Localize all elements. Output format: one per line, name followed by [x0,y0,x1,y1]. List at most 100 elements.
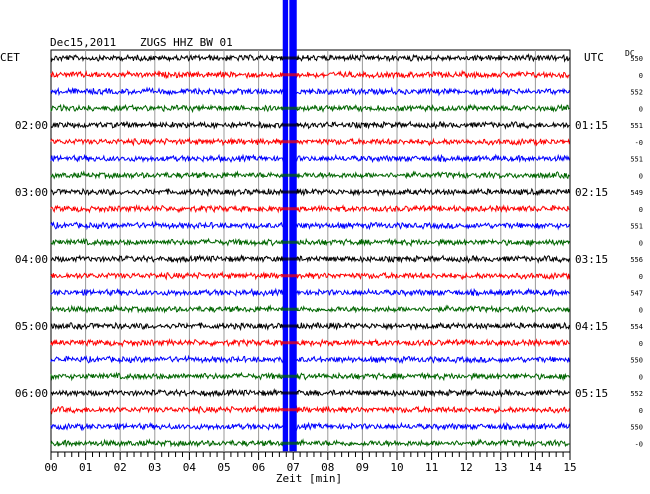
event-overlap-row-13 [280,257,299,261]
trace-row-1 [50,53,570,63]
x-tick-label: 14 [529,461,543,474]
left-hour-label: 06:00 [15,387,48,400]
dc-offset-label: 551 [630,122,643,130]
left-hour-labels: 02:00 03:00 04:00 05:00 06:00 [15,119,48,400]
trace-row-17 [50,321,570,332]
event-overlap-row-16 [280,307,299,311]
left-hour-label: 02:00 [15,119,48,132]
trace-row-2 [50,69,570,80]
left-hour-label: 04:00 [15,253,48,266]
x-tick-label: 11 [425,461,438,474]
dc-offset-label: 0 [639,407,643,415]
dc-offset-label: 552 [630,390,643,398]
event-overlap-row-20 [280,374,299,378]
x-tick-label: 05 [217,461,230,474]
dc-offset-label: 549 [630,189,643,197]
x-tick-label: 15 [563,461,576,474]
dc-offset-label: 0 [639,306,643,314]
x-tick-label: 13 [494,461,507,474]
x-tick-label: 04 [183,461,197,474]
event-overlap-row-1 [280,56,299,60]
dc-offset-label: 554 [630,323,643,331]
event-overlap-row-14 [280,274,299,278]
trace-row-18 [50,338,570,348]
right-timezone-label: UTC [584,51,604,64]
dc-offset-label: 0 [639,72,643,80]
dc-offset-label: 551 [630,156,643,164]
x-tick-label: 10 [390,461,403,474]
dc-offset-labels: 550 0 552 0 551 -0 551 0 549 0 551 0 556 0 547 0 554 0 550… [630,55,643,448]
dc-offset-label: -0 [635,139,643,147]
dc-offset-label: 0 [639,273,643,281]
event-overlap-row-22 [280,408,299,412]
dc-offset-label: 550 [630,424,643,432]
left-hour-label: 05:00 [15,320,48,333]
right-hour-label: 03:15 [575,253,608,266]
trace-row-23 [50,421,570,432]
dc-offset-label: 0 [639,206,643,214]
left-timezone-label: CET [0,51,20,64]
station-label: ZUGS HHZ BW 01 [140,36,233,49]
trace-row-24 [50,438,570,448]
event-overlap-row-18 [280,341,299,345]
date-label: Dec15,2011 [50,36,116,49]
x-tick-label: 02 [114,461,127,474]
x-tick-label: 06 [252,461,265,474]
left-hour-label: 03:00 [15,186,48,199]
dc-offset-label: 550 [630,55,643,63]
right-hour-labels: 01:15 02:15 03:15 04:15 05:15 [575,119,608,400]
x-axis-ticks [50,452,571,460]
trace-row-9 [50,187,570,198]
dc-offset-label: 550 [630,357,643,365]
trace-row-20 [50,371,570,382]
x-tick-labels: 00 01 02 03 04 05 06 07 08 09 10 11 12 13 14 15 [44,461,576,474]
event-signal [280,0,299,452]
trace-row-21 [50,388,570,398]
right-hour-label: 05:15 [575,387,608,400]
dc-offset-label: 0 [639,105,643,113]
right-hour-label: 04:15 [575,320,608,333]
trace-row-15 [50,287,570,298]
x-tick-label: 01 [79,461,92,474]
trace-row-11 [50,220,570,231]
dc-offset-label: 0 [639,172,643,180]
event-overlap-row-24 [280,441,299,445]
event-overlap-row-12 [280,240,299,244]
x-tick-label: 09 [356,461,369,474]
right-hour-label: 01:15 [575,119,608,132]
trace-row-19 [50,354,570,365]
trace-row-14 [50,270,570,281]
event-overlap-row-5 [280,123,299,127]
trace-row-3 [50,86,570,97]
trace-row-5 [50,120,570,130]
dc-offset-label: 0 [639,340,643,348]
x-tick-label: 00 [44,461,57,474]
trace-row-8 [50,170,570,180]
trace-row-7 [50,153,570,164]
dc-label: DC [625,49,635,58]
event-overlap-row-4 [280,106,299,110]
trace-row-4 [50,103,570,114]
trace-row-10 [50,204,570,214]
trace-row-16 [50,304,570,314]
dc-offset-label: 556 [630,256,643,264]
event-overlap-row-17 [280,324,299,328]
x-tick-label: 08 [321,461,334,474]
event-overlap-row-10 [280,207,299,211]
trace-rows [50,53,570,448]
x-tick-label: 12 [460,461,473,474]
trace-row-22 [50,404,570,415]
x-tick-label: 07 [287,461,300,474]
trace-row-6 [50,136,570,147]
event-overlap-row-21 [280,391,299,395]
dc-offset-label: 0 [639,239,643,247]
trace-row-12 [50,237,570,248]
trace-row-13 [50,254,570,264]
x-tick-label: 03 [148,461,161,474]
dc-offset-label: 551 [630,223,643,231]
dc-offset-label: 0 [639,373,643,381]
event-overlap-row-9 [280,190,299,194]
right-hour-label: 02:15 [575,186,608,199]
